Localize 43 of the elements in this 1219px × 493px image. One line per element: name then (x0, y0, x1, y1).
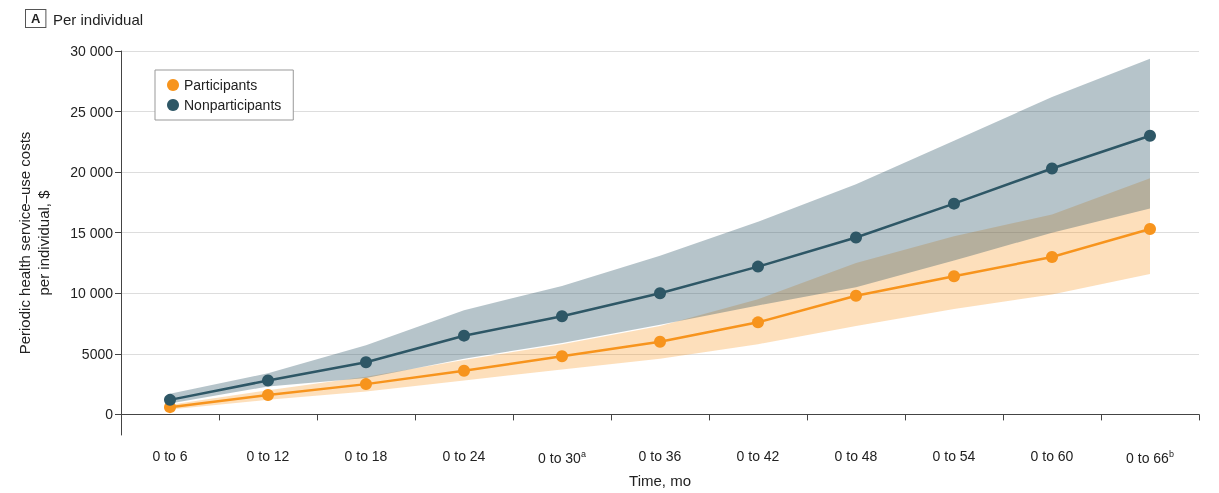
x-tick-label: 0 to 54 (932, 448, 976, 464)
point (1144, 223, 1156, 236)
point (360, 378, 372, 391)
point (458, 329, 470, 342)
x-tick-label: 0 to 42 (736, 448, 780, 464)
x-tick-label: 0 to 24 (442, 448, 486, 464)
x-tick-label: 0 to 12 (246, 448, 290, 464)
point (164, 393, 176, 406)
y-tick-label: 20 000 (70, 164, 114, 181)
point (262, 389, 274, 402)
point (1046, 162, 1058, 175)
point (1144, 129, 1156, 142)
point (1046, 250, 1058, 263)
x-axis-title: Time, mo (629, 472, 691, 489)
y-axis-title: Periodic health service–use costs per individual, $ (16, 131, 52, 355)
y-tick-label: 0 (105, 406, 114, 423)
point (948, 270, 960, 283)
x-tick-label: 0 to 36 (638, 448, 682, 464)
x-tick-label: 0 to 60 (1030, 448, 1074, 464)
x-tick-label: 0 to 18 (344, 448, 388, 464)
legend-label: Nonparticipants (184, 97, 282, 113)
y-tick-label: 30 000 (70, 43, 114, 59)
point (948, 197, 960, 210)
point (752, 260, 764, 273)
x-tick-label: 0 to 6 (152, 448, 188, 464)
legend-label: Participants (184, 77, 258, 93)
point (654, 335, 666, 348)
point (262, 374, 274, 387)
point (654, 287, 666, 300)
y-tick-label: 5000 (81, 345, 114, 362)
y-tick-label: 25 000 (70, 103, 114, 120)
point (556, 310, 568, 323)
point (360, 356, 372, 369)
y-tick-label: 10 000 (70, 285, 114, 302)
point (752, 316, 764, 329)
point (850, 231, 862, 244)
x-tick-label: 0 to 48 (834, 448, 878, 464)
point (556, 350, 568, 363)
y-tick-label: 15 000 (70, 224, 114, 241)
point (850, 289, 862, 302)
point (458, 364, 470, 377)
chart-title: Per individual (53, 11, 144, 28)
text: A (31, 11, 41, 26)
